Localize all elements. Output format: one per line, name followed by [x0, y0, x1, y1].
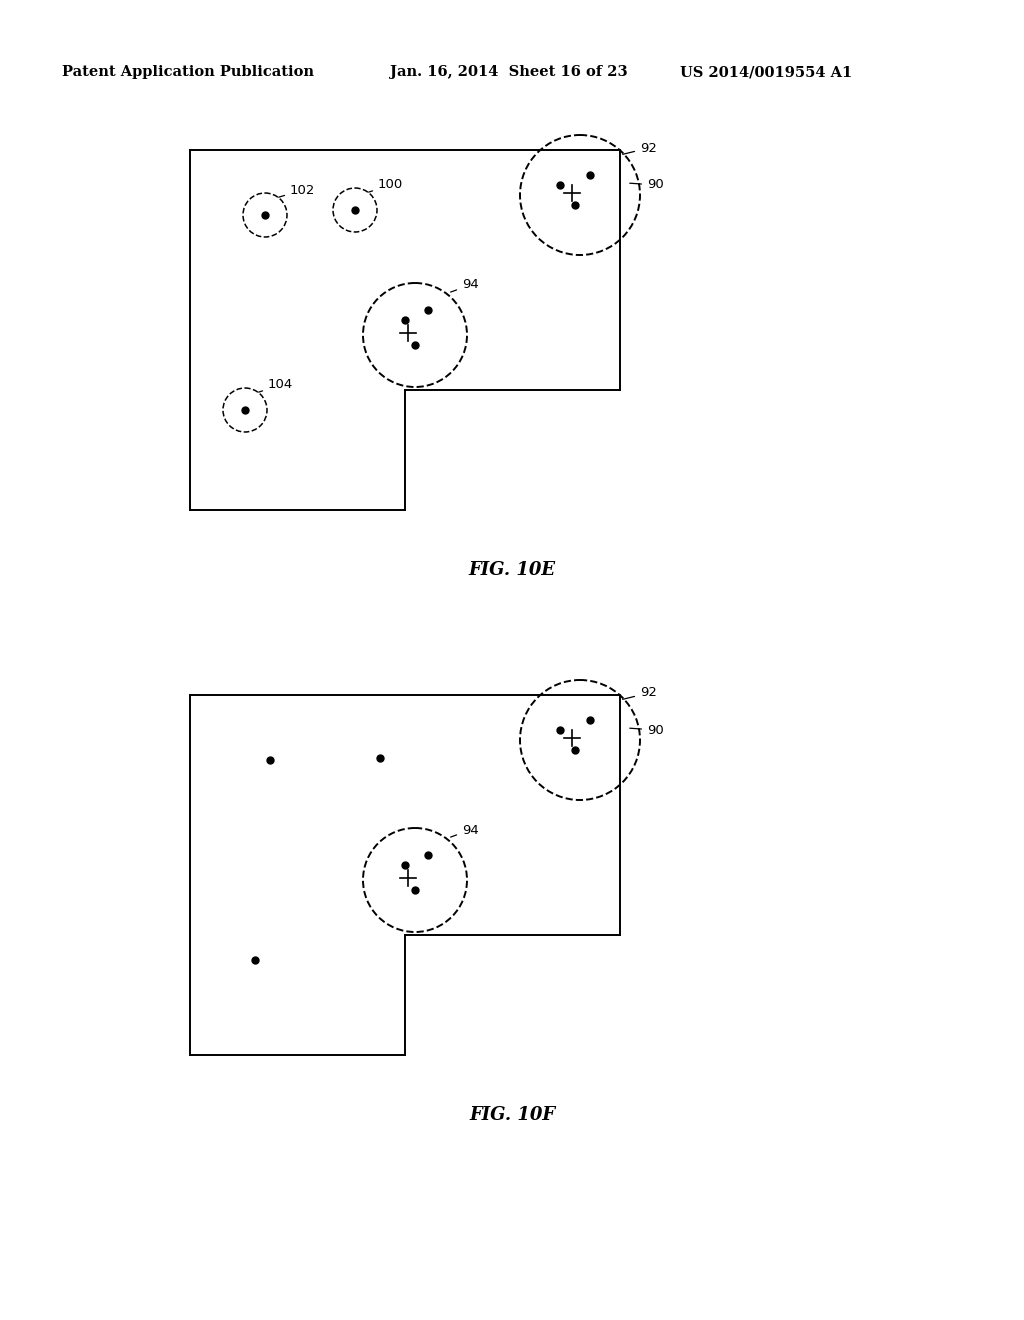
Text: 100: 100	[369, 178, 403, 193]
Text: Patent Application Publication: Patent Application Publication	[62, 65, 314, 79]
Text: 94: 94	[451, 279, 479, 292]
Text: 94: 94	[451, 824, 479, 837]
Text: FIG. 10F: FIG. 10F	[469, 1106, 555, 1125]
Text: 90: 90	[630, 178, 664, 191]
Text: 92: 92	[623, 686, 656, 700]
Text: Jan. 16, 2014  Sheet 16 of 23: Jan. 16, 2014 Sheet 16 of 23	[390, 65, 628, 79]
Text: 90: 90	[630, 723, 664, 737]
Text: 102: 102	[279, 183, 315, 197]
Text: 92: 92	[623, 141, 656, 154]
Text: US 2014/0019554 A1: US 2014/0019554 A1	[680, 65, 852, 79]
Text: FIG. 10E: FIG. 10E	[468, 561, 556, 579]
Text: 104: 104	[259, 379, 293, 392]
